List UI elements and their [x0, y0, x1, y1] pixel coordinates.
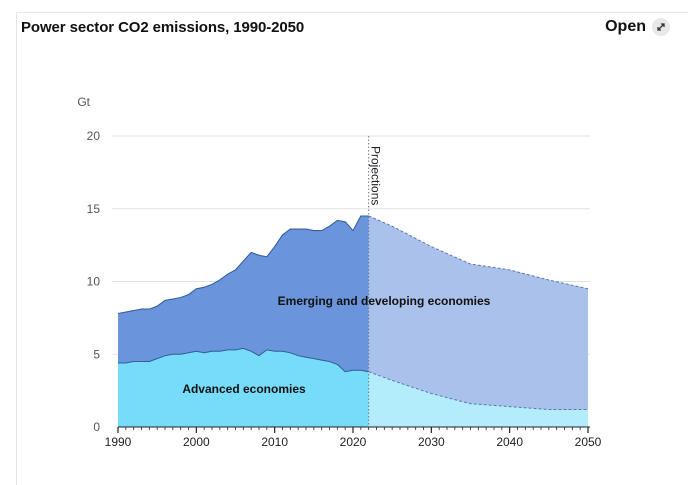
x-tick-label: 1990 — [105, 435, 132, 449]
area-advanced-historical — [118, 348, 369, 427]
line-advanced-historical — [118, 347, 369, 373]
chart-title: Power sector CO2 emissions, 1990-2050 — [21, 19, 305, 36]
y-tick-label: 10 — [87, 275, 101, 289]
area-advanced-projection — [368, 371, 588, 427]
x-tick-label: 2030 — [418, 435, 445, 449]
line-advanced-projection — [368, 371, 588, 410]
y-tick-label: 5 — [93, 347, 100, 361]
projection-label: Projections — [369, 146, 383, 205]
x-tick-label: 2000 — [183, 435, 210, 449]
y-axis-label: Gt — [77, 95, 90, 109]
expand-arrows-icon — [652, 18, 670, 36]
open-button-label: Open — [605, 18, 646, 35]
y-tick-label: 15 — [87, 202, 101, 216]
x-tick-label: 2040 — [496, 435, 523, 449]
line-emerging-projection — [368, 215, 589, 290]
series-label-advanced: Advanced economies — [182, 382, 306, 396]
y-tick-label: 0 — [93, 420, 100, 434]
x-tick-label: 2020 — [340, 435, 367, 449]
x-tick-label: 2010 — [261, 435, 288, 449]
open-button[interactable]: Open — [605, 18, 670, 36]
area-emerging-projection — [368, 216, 588, 410]
chart-card — [16, 12, 688, 485]
series-label-emerging: Emerging and developing economies — [278, 294, 491, 308]
area-emerging-historical — [118, 216, 369, 372]
x-tick-label: 2050 — [575, 435, 602, 449]
y-tick-label: 20 — [87, 129, 101, 143]
line-emerging-historical — [117, 215, 369, 315]
